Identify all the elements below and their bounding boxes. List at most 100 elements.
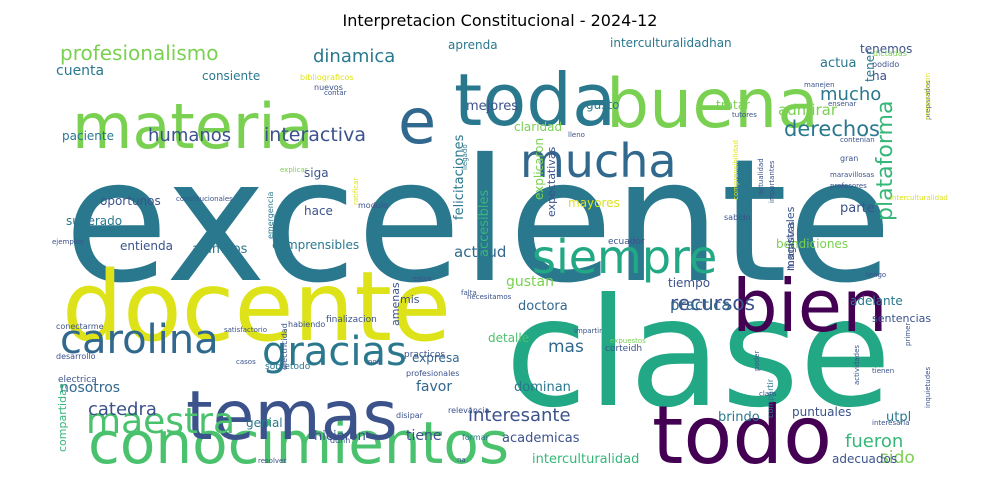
word-buena: buena (606, 65, 819, 144)
word-e: e (398, 85, 436, 158)
word-corteidh: corteidh (605, 344, 642, 354)
word-adelante: adelante (850, 294, 903, 308)
word-lleno: lleno (568, 131, 585, 139)
word-explicar: explicar (280, 166, 308, 174)
word-mayores: mayores (568, 196, 620, 210)
word-electricidad: electricidad (280, 323, 289, 370)
word-tener: tener (863, 50, 877, 82)
word-modulo: modulo (358, 201, 388, 210)
word-tenemos: tenemos (860, 42, 912, 56)
word-cuenta: cuenta (56, 63, 104, 79)
word-preparados: preparados (924, 80, 932, 120)
chart-title: Interpretacion Constitucional - 2024-12 (342, 11, 658, 30)
word-bendiciones: bendiciones (776, 237, 848, 251)
word-tiene: tiene (406, 428, 441, 444)
word-clase: clase (505, 267, 892, 441)
word-tratar: tratar (716, 98, 750, 112)
word-siempre: siempre (532, 230, 717, 284)
word-ha: ha (872, 69, 887, 83)
word-temas: temas (186, 377, 398, 456)
word-tienen: tienen (872, 367, 894, 375)
word-compartir: compartir (766, 378, 775, 418)
word-inquietudes: inquietudes (924, 367, 932, 408)
word-mis: mis (400, 293, 420, 306)
word-accesibles: accesibles (477, 189, 492, 257)
word-dictadas: dictadas (873, 49, 907, 58)
word-utpl: utpl (886, 410, 911, 425)
word-interesaria: interesaria (872, 419, 910, 427)
word-claridad: claridad (514, 120, 562, 134)
word-gusto: gusto (586, 98, 620, 112)
word-desarrollo: desarrollo (56, 352, 96, 361)
word-disipar: disipar (396, 411, 424, 420)
word-gustan: gustan (506, 274, 554, 290)
word-actualidad: actualidad (757, 158, 765, 195)
word-resolver: resolver (258, 457, 286, 465)
word-toda: toda (454, 58, 616, 142)
word-magistrales: magistrales (784, 206, 797, 271)
word-gran: gran (840, 154, 858, 163)
word-nos: nos (368, 358, 381, 366)
word-emergencia: emergencia (266, 192, 275, 239)
word-conectarme: conectarme (56, 322, 104, 331)
word-importantes: importantes (768, 160, 776, 203)
word-expresa: expresa (412, 351, 460, 365)
word-actividades: actividades (853, 345, 861, 385)
word-actitud: actitud (454, 243, 506, 261)
word-todo: todo (652, 389, 832, 465)
word-humanos: humanos (148, 125, 231, 146)
word-constitucionales: constitucionales (176, 195, 233, 203)
word-sentencias: sentencias (872, 312, 931, 325)
word-mucho: mucho (820, 84, 881, 105)
word-adecuados: adecuados (832, 452, 897, 465)
word-dinamica: dinamica (313, 46, 395, 67)
word-consiente: consiente (202, 69, 260, 83)
word-doctora: doctora (518, 299, 568, 314)
word-sobretodo: sobretodo (265, 362, 311, 372)
word-entienda: entienda (120, 239, 173, 253)
word-compartieron: compartieron (924, 73, 932, 120)
word-estos: estos (413, 275, 432, 283)
word-falta: falta (461, 289, 477, 297)
word-docente: docente (62, 251, 451, 363)
word-nuevos: nuevos (314, 83, 343, 92)
word-ratificar: ratificar (352, 178, 360, 205)
word-contar: contar (324, 89, 347, 97)
word-necesitamos: necesitamos (467, 293, 512, 301)
word-mejores: mejores (466, 99, 518, 114)
word-maravillosas: maravillosas (830, 171, 874, 179)
word-habiendo: habiendo (288, 320, 325, 329)
word-alumnos: alumnos (192, 242, 248, 257)
word-parte: parte (840, 201, 875, 216)
word-electrica: electrica (58, 375, 97, 385)
word-casos: casos (236, 358, 256, 366)
word-explicaron: explicaron (532, 138, 546, 200)
word-contenian: contenian (840, 136, 875, 144)
word-ddhh: ddhh (330, 436, 350, 445)
word-clara: clara (759, 390, 776, 398)
word-poder: poder (753, 351, 761, 371)
word-interculturalidad: interculturalidad (532, 452, 639, 465)
word-tengo: tengo (866, 271, 886, 279)
word-detalle: detalle (488, 331, 529, 345)
word-practicos: practicos (404, 350, 445, 360)
word-recursos: recursos (670, 291, 755, 315)
word-hace: hace (304, 204, 333, 218)
word-formar: formar (462, 433, 490, 442)
word-practica: practica (670, 296, 731, 314)
word-mucha: mucha (520, 134, 677, 188)
word-genial: genial (246, 416, 283, 430)
word-comprensibilidad: comprensibilidad (732, 140, 740, 200)
word-relevancia: relevancia (448, 406, 490, 415)
word-hicieron: hicieron (314, 429, 366, 444)
word-profesionalismo: profesionalismo (60, 41, 218, 65)
word-sido: sido (880, 448, 915, 465)
word-profesores: profesores (830, 182, 867, 190)
word-nosotros: nosotros (60, 380, 120, 396)
word-na: na (457, 456, 466, 464)
word-interactiva: interactiva (264, 124, 366, 146)
word-sabido: sabido (724, 213, 750, 222)
word-conocimientos: conocimientos (88, 409, 509, 465)
word-amenas: amenas (389, 282, 402, 326)
word-brindo: brindo (718, 410, 760, 425)
